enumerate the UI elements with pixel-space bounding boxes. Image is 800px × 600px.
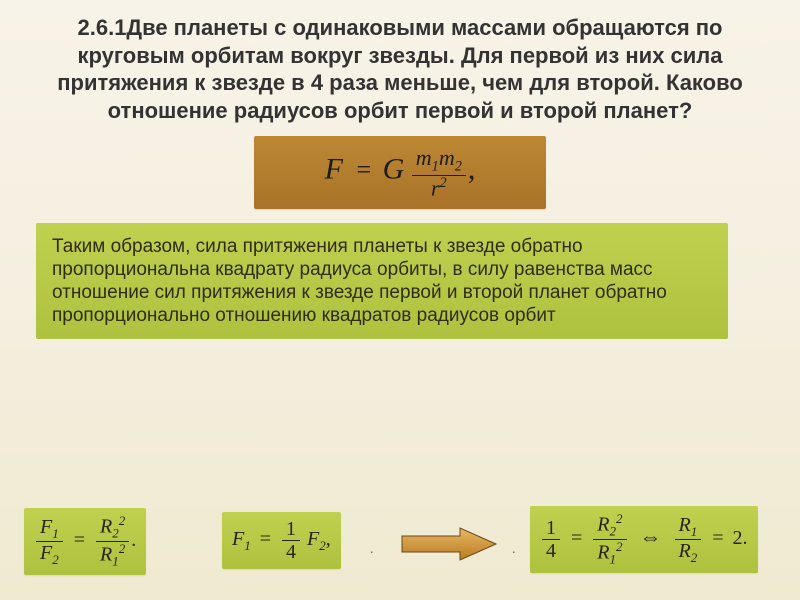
formula-final-box: 1 4 = R22 R12 ⇔ R1 R2 = 2. [530, 506, 758, 573]
main-formula-box: F = G m1m2 r2 , [254, 136, 546, 209]
arrow-icon [400, 524, 500, 564]
r: r [431, 175, 440, 200]
dot-2: . [512, 542, 516, 558]
problem-title: 2.6.1Две планеты с одинаковыми массами о… [50, 0, 750, 124]
bottom-formula-row: F1 F2 = R22 R12 . F1 = 1 4 F2, . [0, 502, 800, 582]
formula-quarter-box: F1 = 1 4 F2, [222, 512, 341, 569]
m1: m [416, 145, 432, 170]
formula-F: F [325, 152, 343, 185]
slide-container: 2.6.1Две планеты с одинаковыми массами о… [0, 0, 800, 600]
formula-eq: = [356, 155, 371, 184]
explanation-text: Таким образом, сила притяжения планеты к… [36, 223, 728, 340]
m2: m [439, 145, 455, 170]
formula-G: G [383, 152, 405, 185]
formula-tail: , [468, 152, 476, 185]
dot-1: . [370, 542, 374, 558]
formula-ratio-box: F1 F2 = R22 R12 . [24, 508, 146, 575]
